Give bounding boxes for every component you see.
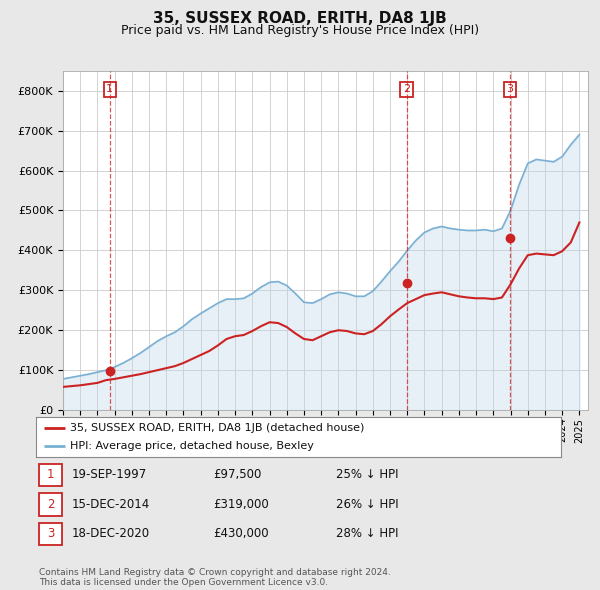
Text: 2: 2	[47, 498, 54, 511]
Text: £430,000: £430,000	[213, 527, 269, 540]
Text: 1: 1	[47, 468, 54, 481]
Text: Price paid vs. HM Land Registry's House Price Index (HPI): Price paid vs. HM Land Registry's House …	[121, 24, 479, 37]
Text: 3: 3	[506, 84, 514, 94]
Text: HPI: Average price, detached house, Bexley: HPI: Average price, detached house, Bexl…	[70, 441, 314, 451]
Text: Contains HM Land Registry data © Crown copyright and database right 2024.
This d: Contains HM Land Registry data © Crown c…	[39, 568, 391, 587]
Text: 19-SEP-1997: 19-SEP-1997	[72, 468, 147, 481]
Text: 18-DEC-2020: 18-DEC-2020	[72, 527, 150, 540]
Text: 26% ↓ HPI: 26% ↓ HPI	[336, 498, 398, 511]
Text: 35, SUSSEX ROAD, ERITH, DA8 1JB: 35, SUSSEX ROAD, ERITH, DA8 1JB	[153, 11, 447, 25]
Text: £319,000: £319,000	[213, 498, 269, 511]
Text: 1: 1	[106, 84, 113, 94]
Text: £97,500: £97,500	[213, 468, 262, 481]
Text: 28% ↓ HPI: 28% ↓ HPI	[336, 527, 398, 540]
Text: 15-DEC-2014: 15-DEC-2014	[72, 498, 150, 511]
Text: 25% ↓ HPI: 25% ↓ HPI	[336, 468, 398, 481]
Text: 2: 2	[403, 84, 410, 94]
Text: 3: 3	[47, 527, 54, 540]
Text: 35, SUSSEX ROAD, ERITH, DA8 1JB (detached house): 35, SUSSEX ROAD, ERITH, DA8 1JB (detache…	[70, 423, 365, 433]
